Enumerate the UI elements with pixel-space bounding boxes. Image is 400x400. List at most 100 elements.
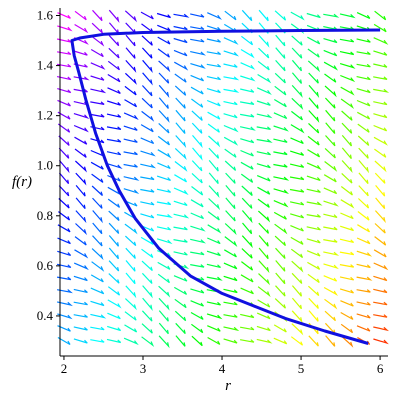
field-arrow xyxy=(107,163,123,170)
field-arrow xyxy=(90,75,105,81)
field-arrow xyxy=(90,161,104,170)
field-arrow xyxy=(206,250,221,257)
field-arrow xyxy=(141,248,154,258)
field-arrow xyxy=(140,176,155,181)
field-arrow xyxy=(140,124,154,133)
field-arrow xyxy=(175,322,186,335)
field-arrow xyxy=(273,138,288,143)
field-arrow xyxy=(190,225,206,232)
field-arrow xyxy=(341,147,352,159)
field-arrow xyxy=(125,34,136,47)
y-tick-label: 1.4 xyxy=(37,58,54,73)
solution-curves xyxy=(70,28,381,345)
field-arrow xyxy=(125,272,136,285)
field-arrow xyxy=(240,62,256,70)
field-arrow xyxy=(156,226,171,231)
field-arrow xyxy=(206,63,221,68)
field-arrow xyxy=(107,325,122,332)
field-arrow xyxy=(191,323,204,334)
field-arrow xyxy=(174,161,188,172)
y-tick-label: 1.0 xyxy=(37,158,53,173)
field-arrow xyxy=(91,173,104,183)
tick-marks: 2 3 4 5 6 0.4 0.6 0.8 1.0 1.2 1.4 1.6 xyxy=(37,8,384,376)
field-arrow xyxy=(191,98,204,108)
field-arrow xyxy=(356,263,371,269)
field-arrow xyxy=(56,301,73,307)
field-arrow xyxy=(190,264,205,268)
field-arrow xyxy=(323,38,338,44)
field-arrow xyxy=(140,201,155,206)
field-arrow xyxy=(123,138,138,143)
field-arrow xyxy=(91,35,105,47)
field-arrow xyxy=(291,59,302,72)
field-arrow xyxy=(175,109,186,122)
field-arrow xyxy=(357,135,370,146)
field-arrow xyxy=(374,160,387,173)
field-arrow xyxy=(190,288,205,294)
field-arrow xyxy=(273,176,290,181)
field-arrow xyxy=(107,312,121,320)
field-arrow xyxy=(275,47,286,59)
field-arrow xyxy=(273,200,289,208)
field-arrow xyxy=(108,222,120,234)
field-arrow xyxy=(307,36,321,45)
field-arrow xyxy=(141,336,155,348)
field-arrow xyxy=(223,301,238,306)
field-arrow xyxy=(141,310,153,322)
field-arrow xyxy=(241,210,253,224)
field-arrow xyxy=(290,248,304,258)
field-arrow xyxy=(124,72,137,85)
field-arrow xyxy=(373,288,388,294)
field-arrow xyxy=(106,151,122,156)
field-arrow xyxy=(258,47,270,59)
field-arrow xyxy=(341,160,353,174)
field-arrow xyxy=(257,186,271,195)
field-arrow xyxy=(56,263,72,268)
field-arrow xyxy=(239,339,255,343)
field-arrow xyxy=(223,37,239,45)
field-arrow xyxy=(341,172,353,184)
field-arrow xyxy=(141,35,153,46)
field-arrow xyxy=(158,72,170,84)
field-arrow xyxy=(290,236,304,245)
field-arrow xyxy=(373,262,389,271)
field-arrow xyxy=(190,13,205,18)
field-arrow xyxy=(356,325,371,332)
field-arrow xyxy=(291,310,303,324)
field-arrow xyxy=(306,162,322,171)
field-arrow xyxy=(306,238,321,244)
field-arrow xyxy=(123,200,138,207)
field-arrow xyxy=(207,12,222,20)
field-arrow xyxy=(157,149,172,159)
field-arrow xyxy=(140,213,155,219)
field-arrow xyxy=(357,211,370,221)
field-arrow xyxy=(239,126,256,131)
field-arrow xyxy=(56,76,72,81)
field-arrow xyxy=(308,310,319,322)
field-arrow xyxy=(224,148,237,158)
field-arrow xyxy=(274,298,286,309)
field-arrow xyxy=(240,161,254,170)
field-arrow xyxy=(306,188,321,193)
x-tick-label: 5 xyxy=(298,361,305,376)
field-arrow xyxy=(90,313,107,319)
field-arrow xyxy=(206,76,221,81)
field-arrow xyxy=(173,187,189,196)
field-arrow xyxy=(257,60,270,71)
field-arrow xyxy=(73,50,88,56)
field-arrow xyxy=(257,299,271,308)
y-axis-label: f(r) xyxy=(12,174,32,190)
field-arrow xyxy=(107,60,120,71)
field-arrow xyxy=(308,110,320,123)
field-arrow xyxy=(340,225,354,232)
field-arrow xyxy=(356,88,371,94)
field-arrow xyxy=(123,112,139,120)
field-arrow xyxy=(258,222,269,234)
field-arrow xyxy=(75,210,87,224)
field-arrow xyxy=(141,260,153,272)
field-arrow xyxy=(356,250,373,257)
field-arrow xyxy=(206,38,221,43)
field-arrow xyxy=(225,172,236,184)
field-arrow xyxy=(374,172,386,184)
field-arrow xyxy=(140,150,156,157)
